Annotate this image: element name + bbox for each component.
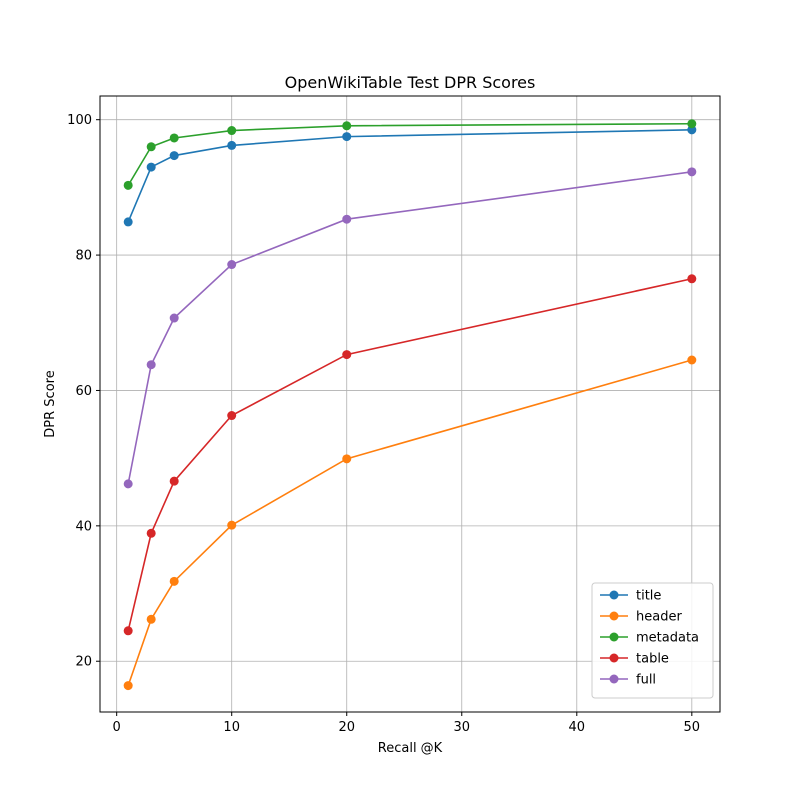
data-point-metadata <box>687 119 697 129</box>
legend-item-full: full <box>600 673 656 688</box>
data-point-table <box>227 411 237 421</box>
legend: title header metadata table full <box>591 582 714 699</box>
data-point-table <box>123 626 133 636</box>
legend-label-full: full <box>636 673 656 688</box>
legend-label-table: table <box>636 652 669 667</box>
chart-title: OpenWikiTable Test DPR Scores <box>285 73 536 92</box>
legend-item-header: header <box>600 610 682 625</box>
data-point-table <box>146 528 156 538</box>
data-point-header <box>227 520 237 530</box>
series-title <box>123 125 697 227</box>
plot-frame <box>99 95 721 713</box>
series-metadata <box>123 119 697 190</box>
series-header <box>123 355 697 691</box>
data-point-header <box>146 614 156 624</box>
data-point-table <box>169 476 179 486</box>
x-axis-label: Recall @K <box>378 741 443 756</box>
series-line-table <box>127 277 692 631</box>
x-tick-label: 10 <box>223 720 240 735</box>
data-point-header <box>687 355 697 365</box>
y-axis-label: DPR Score <box>43 370 58 437</box>
legend-label-title: title <box>636 589 661 604</box>
y-tick-label: 60 <box>75 384 92 399</box>
legend-item-table: table <box>600 652 669 667</box>
x-tick-label: 30 <box>453 720 470 735</box>
data-point-full <box>169 313 179 323</box>
legend-label-header: header <box>636 610 682 625</box>
data-point-title <box>342 132 352 142</box>
y-tick-label: 20 <box>75 655 92 670</box>
data-point-table <box>687 274 697 284</box>
series-line-metadata <box>127 122 692 186</box>
series-line-full <box>127 171 692 485</box>
y-tick-label: 40 <box>75 519 92 534</box>
x-tick-label: 40 <box>569 720 586 735</box>
y-tick-label: 80 <box>75 249 92 264</box>
legend-marker-full <box>609 674 619 684</box>
data-point-header <box>169 576 179 586</box>
legend-item-title: title <box>600 589 661 604</box>
legend-label-metadata: metadata <box>636 631 699 646</box>
series-line-header <box>127 359 693 686</box>
x-tick-label: 20 <box>338 720 355 735</box>
data-point-title <box>169 151 179 161</box>
legend-marker-header <box>609 611 619 621</box>
legend-box <box>591 582 714 699</box>
data-point-full <box>146 360 156 370</box>
legend-marker-title <box>609 590 619 600</box>
data-point-full <box>123 479 133 489</box>
data-point-full <box>342 214 352 224</box>
data-point-metadata <box>123 180 133 190</box>
legend-item-metadata: metadata <box>600 631 699 646</box>
x-tick-label: 0 <box>113 720 121 735</box>
data-point-header <box>342 454 352 464</box>
grid <box>100 96 720 712</box>
data-point-metadata <box>227 126 237 136</box>
data-point-title <box>227 140 237 150</box>
data-point-header <box>123 681 133 691</box>
series-layer <box>123 119 697 691</box>
y-tick-label: 100 <box>67 113 92 128</box>
series-full <box>123 167 697 489</box>
x-tick-label: 50 <box>684 720 701 735</box>
data-point-table <box>342 350 352 360</box>
legend-marker-table <box>609 653 619 663</box>
legend-marker-metadata <box>609 632 619 642</box>
data-point-metadata <box>146 142 156 152</box>
data-point-metadata <box>169 133 179 143</box>
data-point-full <box>687 167 697 177</box>
data-point-title <box>146 162 156 172</box>
data-point-title <box>123 217 133 227</box>
data-point-metadata <box>342 121 352 131</box>
series-line-title <box>127 129 692 223</box>
series-table <box>123 274 697 636</box>
axis-ticks: 0 10 20 30 40 50 20 40 60 80 100 <box>67 113 700 735</box>
data-point-full <box>227 260 237 270</box>
